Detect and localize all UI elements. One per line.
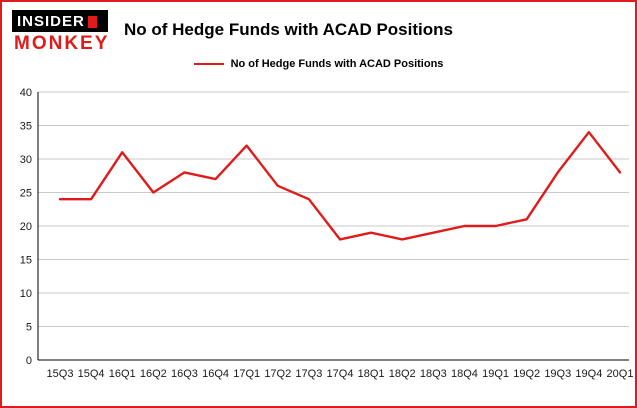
y-axis-tick-label: 35 [20, 121, 32, 133]
y-axis-tick-label: 25 [20, 188, 32, 200]
x-axis-tick-label: 17Q4 [327, 368, 354, 380]
line-chart: 0 5 10 15 20 25 30 35 40 15Q3 15Q4 16Q1 16Q2 16Q3 16Q4… [20, 87, 634, 380]
hedge-fund-count-line [58, 131, 622, 241]
y-axis-tick-label: 5 [26, 322, 32, 334]
x-axis-tick-label: 16Q1 [109, 368, 136, 380]
x-axis-tick-label: 18Q3 [420, 368, 447, 380]
x-axis-tick-label: 19Q2 [513, 368, 540, 380]
logo-top-bar: INSIDER [12, 10, 108, 32]
x-axis-tick-label: 17Q1 [233, 368, 260, 380]
y-axis-tick-label: 15 [20, 255, 32, 267]
x-axis-tick-label: 18Q1 [358, 368, 385, 380]
x-axis-tick-label: 19Q3 [544, 368, 571, 380]
x-axis-tick-label: 17Q2 [264, 368, 291, 380]
x-axis-tick-label: 18Q4 [451, 368, 478, 380]
logo-text-monkey: MONKEY [14, 33, 110, 54]
x-axis-tick-label: 17Q3 [295, 368, 322, 380]
legend-line-swatch-icon [193, 62, 224, 66]
logo-text-insider: INSIDER [17, 13, 85, 30]
legend: No of Hedge Funds with ACAD Positions [2, 58, 635, 70]
insider-monkey-logo: INSIDER MONKEY [12, 10, 112, 55]
x-axis-tick-label: 19Q4 [575, 368, 602, 380]
x-axis-tick-label: 15Q4 [78, 368, 105, 380]
y-axis-tick-label: 0 [26, 355, 32, 367]
x-axis-tick-label: 20Q1 [607, 368, 634, 380]
x-axis-tick-label: 18Q2 [389, 368, 416, 380]
y-axis-tick-label: 20 [20, 221, 32, 233]
x-axis-tick-label: 16Q2 [140, 368, 167, 380]
x-axis-tick-label: 16Q3 [171, 368, 198, 380]
y-axis-tick-label: 40 [20, 87, 32, 99]
x-axis-tick-label: 15Q3 [47, 368, 74, 380]
legend-label: No of Hedge Funds with ACAD Positions [230, 58, 444, 70]
y-axis-tick-label: 30 [20, 154, 32, 166]
chart-title: No of Hedge Funds with ACAD Positions [124, 20, 453, 39]
y-axis-tick-label: 10 [20, 288, 32, 300]
logo-red-block-icon [87, 15, 97, 28]
x-axis-tick-label: 19Q1 [482, 368, 509, 380]
x-axis-tick-label: 16Q4 [202, 368, 229, 380]
